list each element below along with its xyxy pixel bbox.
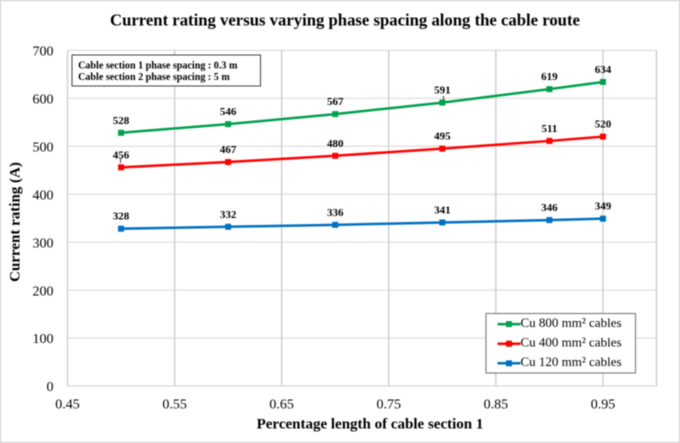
- svg-text:0: 0: [47, 380, 54, 395]
- svg-text:546: 546: [220, 106, 237, 118]
- svg-text:300: 300: [33, 236, 54, 251]
- svg-text:Current rating versus varying: Current rating versus varying phase spac…: [110, 11, 580, 30]
- svg-text:467: 467: [220, 144, 237, 156]
- svg-text:495: 495: [434, 131, 451, 143]
- svg-text:200: 200: [33, 284, 54, 299]
- svg-text:567: 567: [327, 96, 344, 108]
- svg-text:Current rating (A): Current rating (A): [8, 162, 24, 282]
- svg-text:634: 634: [595, 64, 612, 76]
- svg-text:591: 591: [434, 85, 451, 97]
- svg-text:Percentage length of cable sec: Percentage length of cable section 1: [257, 417, 484, 433]
- svg-text:Cu 800 mm² cables: Cu 800 mm² cables: [521, 315, 622, 330]
- svg-text:528: 528: [113, 115, 130, 127]
- svg-text:700: 700: [33, 45, 54, 60]
- svg-text:400: 400: [33, 188, 54, 203]
- svg-text:0.75: 0.75: [377, 398, 402, 413]
- svg-text:336: 336: [327, 207, 344, 219]
- svg-text:Cu 120 mm² cables: Cu 120 mm² cables: [521, 354, 622, 369]
- svg-text:Cable section 1 phase spacing: Cable section 1 phase spacing : 0.3 m: [78, 60, 238, 71]
- svg-text:346: 346: [541, 202, 558, 214]
- svg-text:600: 600: [33, 92, 54, 107]
- svg-text:328: 328: [113, 211, 130, 223]
- svg-text:Cable section 2 phase spacing: Cable section 2 phase spacing : 5 m: [78, 72, 230, 83]
- svg-text:456: 456: [113, 149, 130, 161]
- svg-text:341: 341: [434, 204, 451, 216]
- svg-text:349: 349: [595, 201, 612, 213]
- svg-text:332: 332: [220, 209, 237, 221]
- svg-text:0.55: 0.55: [162, 398, 187, 413]
- svg-text:619: 619: [541, 71, 558, 83]
- svg-text:500: 500: [33, 140, 54, 155]
- svg-text:Cu 400 mm² cables: Cu 400 mm² cables: [521, 335, 622, 350]
- svg-text:0.95: 0.95: [591, 398, 616, 413]
- svg-text:0.85: 0.85: [484, 398, 509, 413]
- svg-text:0.45: 0.45: [55, 398, 80, 413]
- svg-text:0.65: 0.65: [269, 398, 294, 413]
- svg-text:480: 480: [327, 138, 344, 150]
- svg-text:520: 520: [595, 119, 612, 131]
- svg-text:100: 100: [33, 332, 54, 347]
- svg-text:511: 511: [541, 123, 557, 135]
